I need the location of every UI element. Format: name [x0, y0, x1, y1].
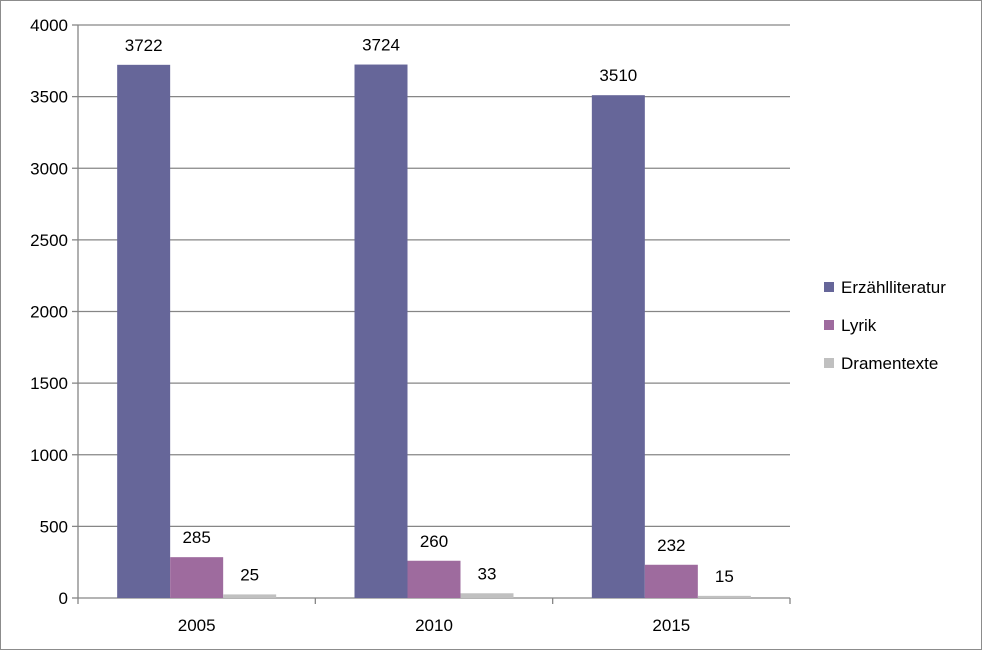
bar-dramentexte-2005 — [223, 594, 277, 598]
bar-lyrik-2010 — [407, 560, 461, 598]
legend-swatch — [824, 358, 834, 368]
data-label: 3724 — [362, 36, 400, 55]
legend-label: Lyrik — [841, 316, 877, 335]
bar-lyrik-2005 — [170, 557, 224, 598]
data-label: 33 — [478, 564, 497, 583]
data-label: 3510 — [599, 66, 637, 85]
legend-swatch — [824, 320, 834, 330]
bar-erz-hlliteratur-2005 — [117, 64, 171, 599]
y-tick-label: 0 — [59, 589, 68, 608]
x-tick-label: 2010 — [415, 616, 453, 635]
legend-label: Erzählliteratur — [841, 278, 946, 297]
data-label: 260 — [420, 532, 448, 551]
bar-dramentexte-2015 — [697, 595, 751, 598]
bar-dramentexte-2010 — [460, 593, 514, 598]
y-tick-label: 3500 — [30, 88, 68, 107]
x-tick-label: 2015 — [652, 616, 690, 635]
y-tick-label: 2500 — [30, 231, 68, 250]
bar-erz-hlliteratur-2015 — [591, 95, 645, 598]
data-label: 25 — [240, 565, 259, 584]
data-label: 232 — [657, 536, 685, 555]
data-label: 285 — [182, 528, 210, 547]
data-label: 15 — [715, 567, 734, 586]
legend-swatch — [824, 282, 834, 292]
y-tick-label: 500 — [40, 517, 68, 536]
bar-erz-hlliteratur-2010 — [354, 64, 408, 599]
data-label: 3722 — [125, 36, 163, 55]
y-tick-label: 4000 — [30, 16, 68, 35]
y-tick-label: 1000 — [30, 446, 68, 465]
x-tick-label: 2005 — [178, 616, 216, 635]
y-tick-label: 1500 — [30, 374, 68, 393]
legend-label: Dramentexte — [841, 354, 938, 373]
bar-lyrik-2015 — [644, 564, 698, 598]
y-tick-label: 3000 — [30, 159, 68, 178]
y-tick-label: 2000 — [30, 303, 68, 322]
